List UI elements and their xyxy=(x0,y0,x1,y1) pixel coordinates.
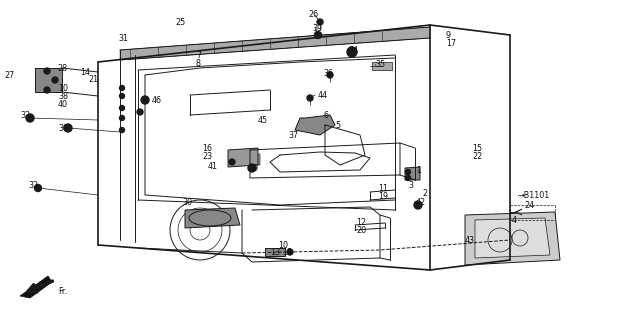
Circle shape xyxy=(248,164,256,172)
Polygon shape xyxy=(372,62,392,70)
Circle shape xyxy=(119,127,124,132)
Text: 46: 46 xyxy=(152,95,162,105)
Text: 13: 13 xyxy=(270,247,280,257)
Text: 17: 17 xyxy=(446,38,456,47)
Text: Fr.: Fr. xyxy=(58,287,67,297)
Circle shape xyxy=(347,47,357,57)
Text: 32: 32 xyxy=(28,180,38,189)
Text: 37: 37 xyxy=(288,131,298,140)
Text: 38: 38 xyxy=(58,92,68,100)
Ellipse shape xyxy=(189,210,231,226)
Polygon shape xyxy=(35,68,62,92)
Text: 31: 31 xyxy=(118,34,128,43)
Circle shape xyxy=(315,31,321,38)
Circle shape xyxy=(119,85,124,91)
Text: 7: 7 xyxy=(196,51,201,60)
Text: 5: 5 xyxy=(335,121,340,130)
Text: 6: 6 xyxy=(324,110,329,119)
Text: 30: 30 xyxy=(182,197,192,206)
Text: 3: 3 xyxy=(408,180,413,189)
Text: 43: 43 xyxy=(465,236,475,244)
Circle shape xyxy=(317,19,323,25)
Polygon shape xyxy=(405,167,420,180)
Circle shape xyxy=(229,159,235,165)
Text: 30: 30 xyxy=(58,124,68,132)
Text: 14: 14 xyxy=(80,68,90,76)
Text: 36: 36 xyxy=(323,68,333,77)
Text: 35: 35 xyxy=(375,60,385,68)
Text: 19: 19 xyxy=(378,191,388,201)
Circle shape xyxy=(119,93,124,99)
Text: 8: 8 xyxy=(196,59,201,68)
Polygon shape xyxy=(465,212,560,265)
Polygon shape xyxy=(228,148,258,167)
Text: 45: 45 xyxy=(258,116,268,124)
Text: 44: 44 xyxy=(318,91,328,100)
Text: 40: 40 xyxy=(58,100,68,108)
Polygon shape xyxy=(475,218,550,258)
Text: 29: 29 xyxy=(248,164,258,172)
Circle shape xyxy=(26,114,34,122)
Text: 1: 1 xyxy=(416,165,421,174)
Circle shape xyxy=(35,185,41,191)
Text: 24: 24 xyxy=(524,201,534,210)
Circle shape xyxy=(119,116,124,121)
Polygon shape xyxy=(230,154,260,165)
Text: 34: 34 xyxy=(348,45,358,54)
Circle shape xyxy=(44,87,50,93)
Text: 23: 23 xyxy=(202,151,212,161)
Text: 18: 18 xyxy=(282,247,292,257)
Circle shape xyxy=(119,106,124,110)
Circle shape xyxy=(141,96,149,104)
Text: 11: 11 xyxy=(378,183,388,193)
Text: 33: 33 xyxy=(20,110,30,119)
Text: 20: 20 xyxy=(356,226,366,235)
Text: 28: 28 xyxy=(57,63,67,73)
Circle shape xyxy=(327,72,333,78)
Text: 42: 42 xyxy=(416,197,426,206)
Text: 39: 39 xyxy=(312,23,322,33)
Circle shape xyxy=(137,109,143,115)
Circle shape xyxy=(52,77,58,83)
Circle shape xyxy=(414,201,422,209)
Circle shape xyxy=(64,124,72,132)
Text: 16: 16 xyxy=(202,143,212,153)
Circle shape xyxy=(405,170,410,174)
Circle shape xyxy=(287,249,293,255)
Polygon shape xyxy=(20,276,52,298)
Polygon shape xyxy=(295,115,335,135)
Text: 22: 22 xyxy=(472,151,482,161)
Text: 2: 2 xyxy=(422,188,427,197)
Text: 26: 26 xyxy=(308,10,318,19)
Text: 4: 4 xyxy=(512,215,517,225)
Text: 27: 27 xyxy=(5,70,15,79)
Text: 25: 25 xyxy=(175,18,185,27)
Text: 41: 41 xyxy=(208,162,218,171)
Text: →B1101: →B1101 xyxy=(518,190,550,199)
Circle shape xyxy=(405,175,410,180)
Text: 15: 15 xyxy=(472,143,482,153)
Text: 9: 9 xyxy=(446,30,451,39)
Polygon shape xyxy=(265,248,285,256)
Polygon shape xyxy=(120,27,430,60)
Text: 10: 10 xyxy=(58,84,68,92)
Circle shape xyxy=(44,68,50,74)
Text: 10: 10 xyxy=(278,241,288,250)
Text: 21: 21 xyxy=(88,75,98,84)
Polygon shape xyxy=(185,208,240,228)
Circle shape xyxy=(307,95,313,101)
Text: 12: 12 xyxy=(356,218,366,227)
